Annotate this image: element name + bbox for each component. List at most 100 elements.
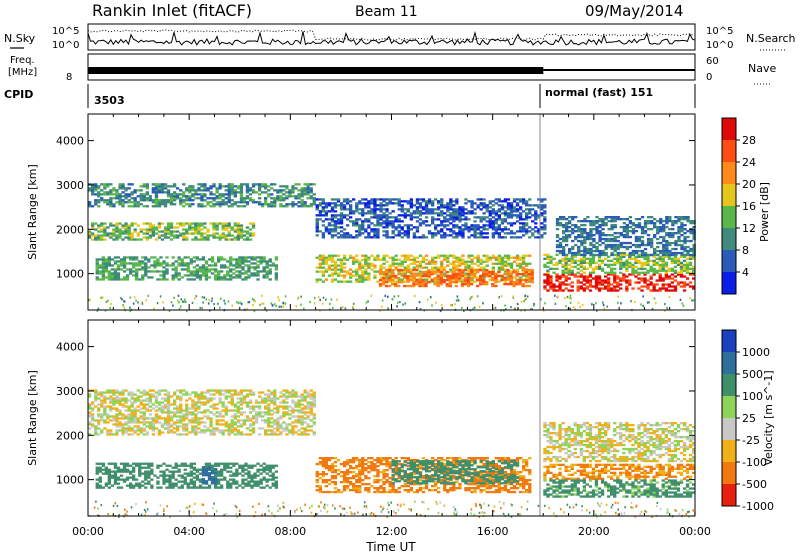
heatmap-cell xyxy=(169,415,174,418)
heatmap-cell xyxy=(673,279,678,282)
heatmap-cell xyxy=(138,264,142,267)
heatmap-cell xyxy=(94,189,98,192)
heatmap-cell xyxy=(607,239,611,243)
heatmap-cell xyxy=(580,239,584,243)
heatmap-cell xyxy=(470,296,472,299)
heatmap-cell xyxy=(373,202,377,205)
heatmap-cell xyxy=(625,224,629,227)
heatmap-cell xyxy=(381,299,384,302)
heatmap-cell xyxy=(586,235,590,239)
heatmap-cell xyxy=(95,260,99,263)
heatmap-cell xyxy=(440,210,444,213)
heatmap-cell xyxy=(215,403,219,406)
heatmap-cell xyxy=(110,258,115,261)
heatmap-cell xyxy=(139,427,143,430)
heatmap-cell xyxy=(613,218,617,221)
heatmap-cell xyxy=(568,235,572,239)
heatmap-cell xyxy=(221,193,225,196)
heatmap-cell xyxy=(524,284,528,288)
heatmap-cell xyxy=(250,266,254,269)
heatmap-cell xyxy=(203,199,207,202)
heatmap-cell xyxy=(509,262,514,265)
heatmap-cell xyxy=(403,224,407,227)
heatmap-cell xyxy=(607,289,611,292)
heatmap-cell xyxy=(521,284,525,288)
heatmap-cell xyxy=(166,421,171,424)
heatmap-cell xyxy=(109,397,113,400)
heatmap-cell xyxy=(646,259,650,262)
heatmap-cell xyxy=(607,277,611,280)
heatmap-cell xyxy=(455,214,459,217)
heatmap-cell xyxy=(333,222,338,225)
heatmap-cell xyxy=(625,228,629,231)
heatmap-cell xyxy=(610,269,614,272)
heatmap-cell xyxy=(634,255,638,258)
heatmap-cell xyxy=(124,201,128,204)
heatmap-cell xyxy=(218,185,222,188)
heatmap-cell xyxy=(437,212,441,215)
heatmap-cell xyxy=(637,226,642,229)
heatmap-cell xyxy=(582,287,586,290)
heatmap-cell xyxy=(589,230,593,233)
heatmap-cell xyxy=(482,206,486,209)
heatmap-cell xyxy=(528,208,532,211)
heatmap-cell xyxy=(564,255,568,258)
heatmap-cell xyxy=(595,228,599,231)
heatmap-cell xyxy=(568,251,572,255)
heatmap-cell xyxy=(95,272,99,275)
heatmap-cell xyxy=(500,266,505,269)
heatmap-cell xyxy=(637,222,642,225)
heatmap-cell xyxy=(300,199,304,202)
heatmap-cell xyxy=(607,234,611,237)
heatmap-cell xyxy=(303,189,307,192)
heatmap-cell xyxy=(613,237,617,241)
heatmap-cell xyxy=(415,228,420,231)
heatmap-cell xyxy=(127,419,131,422)
heatmap-cell xyxy=(640,267,644,270)
heatmap-cell xyxy=(418,254,423,257)
heatmap-cell xyxy=(361,222,365,225)
heatmap-cell xyxy=(342,232,347,235)
heatmap-cell xyxy=(652,269,656,272)
heatmap-cell xyxy=(525,262,529,265)
heatmap-cell xyxy=(497,198,501,201)
heatmap-cell xyxy=(109,405,113,408)
heatmap-cell xyxy=(500,220,505,223)
heatmap-cell xyxy=(491,266,495,269)
heatmap-cell xyxy=(373,210,377,213)
heatmap-cell xyxy=(598,220,602,223)
heatmap-cell xyxy=(156,270,160,273)
heatmap-cell xyxy=(665,222,669,225)
heatmap-cell xyxy=(628,216,632,219)
heatmap-cell xyxy=(591,259,596,262)
heatmap-cell xyxy=(473,234,477,237)
heatmap-cell xyxy=(443,266,447,269)
heatmap-cell xyxy=(91,187,95,190)
heatmap-cell xyxy=(239,199,244,202)
heatmap-cell xyxy=(97,234,101,237)
heatmap-cell xyxy=(132,258,136,261)
heatmap-cell xyxy=(470,226,474,229)
heatmap-cell xyxy=(94,427,98,430)
heatmap-cell xyxy=(394,202,398,205)
heatmap-cell xyxy=(318,210,322,213)
heatmap-cell xyxy=(500,206,505,209)
heatmap-cell xyxy=(106,433,110,436)
heatmap-cell xyxy=(652,287,656,290)
heatmap-cell xyxy=(613,281,617,284)
heatmap-cell xyxy=(634,265,638,268)
heatmap-cell xyxy=(100,189,104,192)
heatmap-cell xyxy=(198,266,203,269)
heatmap-cell xyxy=(97,199,101,202)
heatmap-cell xyxy=(177,294,180,297)
heatmap-cell xyxy=(116,268,121,271)
heatmap-cell xyxy=(224,193,228,196)
heatmap-cell xyxy=(610,247,614,251)
heatmap-cell xyxy=(236,232,240,235)
heatmap-cell xyxy=(552,283,556,286)
heatmap-cell xyxy=(431,222,435,225)
heatmap-cell xyxy=(662,230,666,233)
heatmap-cell xyxy=(145,421,149,424)
heatmap-cell xyxy=(203,409,207,412)
heatmap-cell xyxy=(312,199,316,202)
